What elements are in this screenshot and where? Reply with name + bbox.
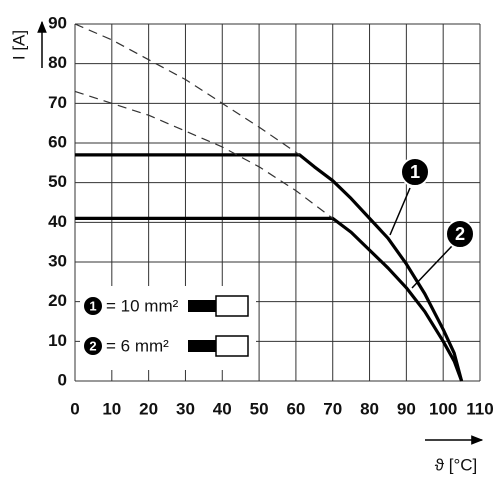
x-axis-label: ϑ [°C] — [435, 455, 478, 474]
y-tick-label: 80 — [48, 53, 67, 72]
wire-core — [188, 340, 216, 352]
x-tick-label: 50 — [250, 399, 269, 418]
wire-core — [188, 300, 216, 312]
x-tick-label: 90 — [397, 399, 416, 418]
wire-insulation — [215, 335, 249, 357]
curve — [75, 153, 464, 382]
y-tick-label: 60 — [48, 132, 67, 151]
leader-line — [389, 187, 411, 236]
legend-label: = 6 mm² — [106, 336, 169, 355]
wire-insulation — [215, 295, 249, 317]
legend-label: = 10 mm² — [106, 296, 179, 315]
y-tick-label: 90 — [48, 13, 67, 32]
y-tick-label: 40 — [48, 212, 67, 231]
series-badge-label: 1 — [410, 162, 420, 182]
x-tick-label: 40 — [213, 399, 232, 418]
x-tick-label: 80 — [360, 399, 379, 418]
y-tick-label: 30 — [48, 251, 67, 270]
y-tick-label: 70 — [48, 93, 67, 112]
y-tick-label: 10 — [48, 331, 67, 350]
dashed-curve — [74, 23, 300, 156]
y-axis-label: I [A] — [9, 30, 28, 60]
series-badge — [82, 295, 104, 317]
x-tick-label: 30 — [176, 399, 195, 418]
x-tick-label: 0 — [70, 399, 79, 418]
x-tick-label: 20 — [139, 399, 158, 418]
leader-line — [411, 245, 453, 289]
x-tick-label: 70 — [323, 399, 342, 418]
series-badge — [400, 157, 430, 187]
series-badge — [445, 219, 475, 249]
series-badge — [82, 335, 104, 357]
curve — [75, 216, 464, 382]
x-tick-label: 100 — [429, 399, 457, 418]
series-badge-label: 2 — [89, 338, 96, 353]
series-badge-label: 2 — [455, 224, 465, 244]
y-tick-label: 20 — [48, 291, 67, 310]
x-tick-label: 10 — [102, 399, 121, 418]
x-tick-label: 60 — [286, 399, 305, 418]
y-tick-label: 50 — [48, 172, 67, 191]
y-tick-label: 0 — [58, 370, 67, 389]
dashed-curve — [74, 90, 334, 219]
x-tick-label: 110 — [466, 399, 493, 418]
series-badge-label: 1 — [89, 298, 96, 313]
